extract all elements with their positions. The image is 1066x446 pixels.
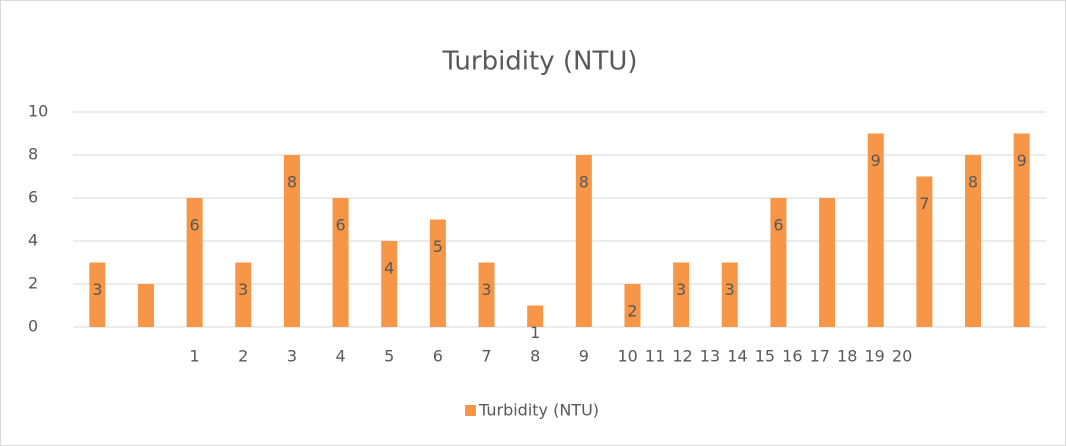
- data-label: 3: [92, 280, 102, 299]
- x-tick-label: 8: [530, 347, 540, 366]
- x-tick-label: 5: [384, 347, 394, 366]
- data-label: 7: [919, 194, 929, 213]
- bar: [429, 219, 446, 327]
- bar: [916, 176, 933, 327]
- bar: [673, 262, 690, 327]
- bar: [819, 198, 836, 327]
- y-tick-label: 8: [28, 145, 38, 164]
- data-label: 1: [530, 323, 540, 342]
- x-tick-label: 1: [190, 347, 200, 366]
- data-label: 3: [238, 280, 248, 299]
- bar: [721, 262, 738, 327]
- data-label: 8: [579, 173, 589, 192]
- x-tick-label: 2: [238, 347, 248, 366]
- data-label: 9: [1017, 151, 1027, 170]
- y-tick-label: 0: [28, 317, 38, 336]
- bar: [867, 133, 884, 327]
- bar: [575, 155, 592, 327]
- x-tick-label: 3: [287, 347, 297, 366]
- x-tick-label: 9: [579, 347, 589, 366]
- x-tick-label: 7: [481, 347, 491, 366]
- y-tick-label: 2: [28, 274, 38, 293]
- bar: [381, 241, 398, 327]
- bar: [283, 155, 300, 327]
- bar: [89, 262, 106, 327]
- x-tick-label: 10 11 12 13 14 15 16 17 18 19 20: [617, 347, 912, 366]
- bar: [965, 155, 982, 327]
- y-tick-label: 6: [28, 188, 38, 207]
- bar: [137, 284, 154, 327]
- bar: [332, 198, 349, 327]
- bar: [235, 262, 252, 327]
- legend-label: Turbidity (NTU): [478, 401, 599, 420]
- bar: [478, 262, 495, 327]
- data-label: 6: [190, 216, 200, 235]
- data-label: 9: [871, 151, 881, 170]
- bar: [186, 198, 203, 327]
- data-label: 3: [725, 280, 735, 299]
- data-label: 3: [676, 280, 686, 299]
- y-tick-label: 10: [28, 102, 48, 121]
- x-tick-label: 6: [433, 347, 443, 366]
- data-label: 3: [481, 280, 491, 299]
- data-label: 4: [384, 259, 394, 278]
- data-label: 5: [433, 237, 443, 256]
- data-label: 6: [773, 216, 783, 235]
- bar: [1013, 133, 1030, 327]
- bar: [527, 305, 544, 327]
- bar: [770, 198, 787, 327]
- legend-swatch: [465, 405, 476, 416]
- bar: [624, 284, 641, 327]
- data-label: 2: [627, 302, 637, 321]
- chart-title: Turbidity (NTU): [441, 47, 637, 77]
- data-label: 8: [968, 173, 978, 192]
- x-tick-label: 4: [335, 347, 345, 366]
- y-tick-label: 4: [28, 231, 38, 250]
- data-label: 8: [287, 173, 297, 192]
- data-label: 6: [335, 216, 345, 235]
